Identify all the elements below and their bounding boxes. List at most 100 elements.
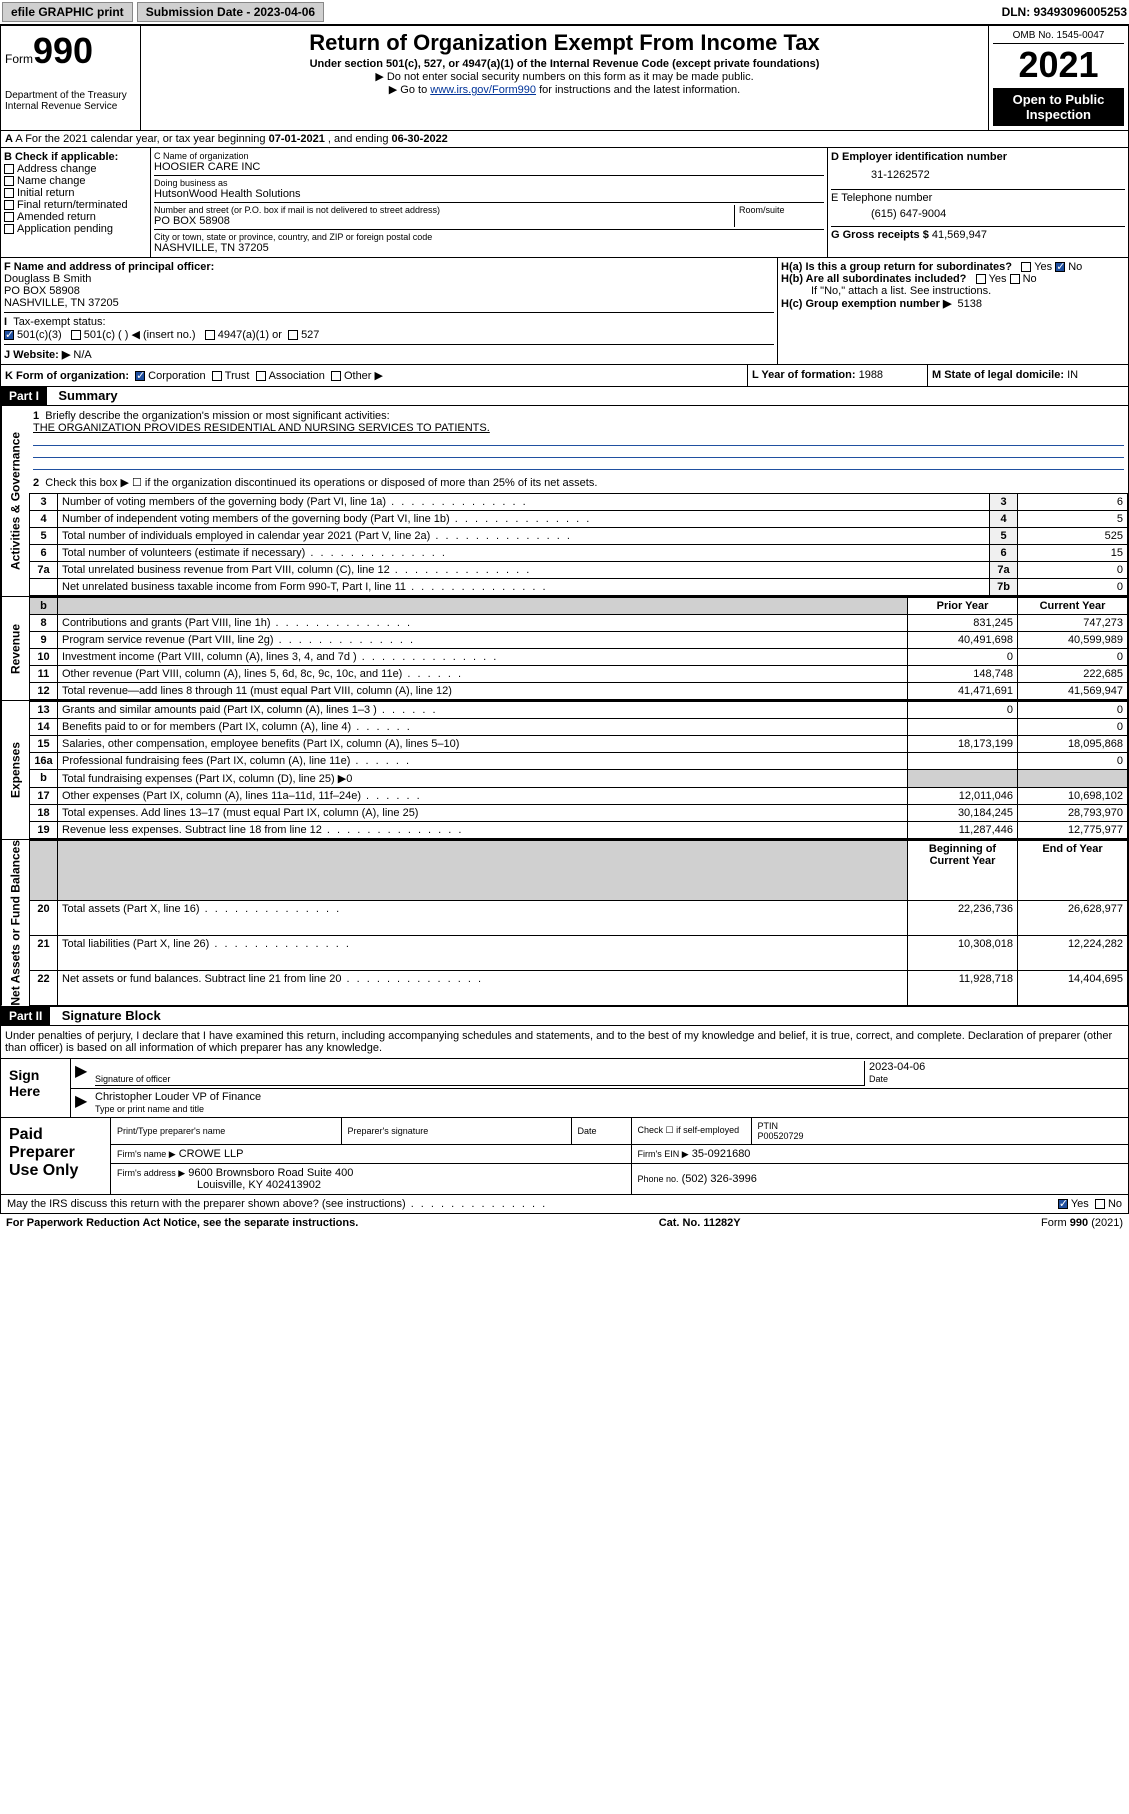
ln12-p: 41,471,691 [908, 683, 1018, 700]
ln17-c: 10,698,102 [1018, 788, 1128, 805]
sign-here-label: Sign Here [1, 1059, 71, 1117]
year-formation: 1988 [859, 369, 883, 381]
ln19-c: 12,775,977 [1018, 822, 1128, 839]
irs-link[interactable]: www.irs.gov/Form990 [430, 84, 536, 96]
signature-block: Under penalties of perjury, I declare th… [0, 1026, 1129, 1118]
addr-value: PO BOX 58908 [154, 215, 734, 227]
col-c: C Name of organization HOOSIER CARE INC … [151, 148, 828, 257]
part2-title: Signature Block [54, 1006, 169, 1025]
sig-date-label: Date [869, 1074, 888, 1084]
submission-date: Submission Date - 2023-04-06 [137, 2, 324, 22]
lbl-amended: Amended return [17, 211, 96, 223]
ln12: 12 [30, 683, 58, 700]
ln15-p: 18,173,199 [908, 736, 1018, 753]
city-label: City or town, state or province, country… [154, 232, 824, 242]
chk-initial-return[interactable] [4, 188, 14, 198]
self-employed-chk: Check ☐ if self-employed [631, 1118, 751, 1145]
sig-officer-label: Signature of officer [95, 1074, 170, 1084]
ln11-c: 222,685 [1018, 666, 1128, 683]
opt-other: Other ▶ [344, 370, 383, 382]
chk-application-pending[interactable] [4, 224, 14, 234]
form-title: Return of Organization Exempt From Incom… [145, 30, 984, 56]
tax-year-end: 06-30-2022 [392, 133, 448, 145]
vlabel-governance: Activities & Governance [1, 406, 29, 596]
ln6-val: 15 [1018, 545, 1128, 562]
ein-value: 31-1262572 [831, 163, 1125, 187]
chk-ha-no[interactable] [1055, 262, 1065, 272]
chk-discuss-yes[interactable] [1058, 1199, 1068, 1209]
ln10: 10 [30, 649, 58, 666]
firm-name-label: Firm's name ▶ [117, 1149, 176, 1159]
ln7a: 7a [30, 562, 58, 579]
lbl-name-change: Name change [17, 175, 86, 187]
chk-name-change[interactable] [4, 176, 14, 186]
tax-year: 2021 [993, 44, 1124, 86]
opt-4947: 4947(a)(1) or [218, 329, 282, 341]
ln4-box: 4 [990, 511, 1018, 528]
firm-addr2: Louisville, KY 402413902 [117, 1179, 321, 1191]
preparer-date-label: Date [571, 1118, 631, 1145]
hb-note: If "No," attach a list. See instructions… [781, 285, 1125, 297]
ln16b-p [908, 770, 1018, 788]
ptin-value: P00520729 [758, 1131, 804, 1141]
dba-label: Doing business as [154, 178, 824, 188]
block-bcdef: B Check if applicable: Address change Na… [0, 148, 1129, 258]
ha-no: No [1068, 261, 1082, 273]
tax-year-begin: 07-01-2021 [269, 133, 325, 145]
ln16b: b [30, 770, 58, 788]
irs: Internal Revenue Service [5, 101, 136, 112]
form-label: Form [5, 52, 33, 66]
hb-yes: Yes [989, 273, 1007, 285]
chk-corp[interactable] [135, 371, 145, 381]
ln20: 20 [30, 900, 58, 935]
chk-trust[interactable] [212, 371, 222, 381]
discuss-row: May the IRS discuss this return with the… [0, 1195, 1129, 1214]
section-revenue: Revenue bPrior YearCurrent Year 8Contrib… [0, 597, 1129, 701]
chk-501c3[interactable] [4, 330, 14, 340]
chk-hb-yes[interactable] [976, 274, 986, 284]
revenue-table: bPrior YearCurrent Year 8Contributions a… [29, 597, 1128, 700]
ln16b-t: Total fundraising expenses (Part IX, col… [58, 770, 908, 788]
chk-assoc[interactable] [256, 371, 266, 381]
hb-label: H(b) Are all subordinates included? [781, 273, 966, 285]
ln19: 19 [30, 822, 58, 839]
ln11: 11 [30, 666, 58, 683]
chk-501c[interactable] [71, 330, 81, 340]
hdr-prior: Prior Year [908, 598, 1018, 615]
part2-tag: Part II [1, 1007, 50, 1025]
chk-other[interactable] [331, 371, 341, 381]
q1-text: Briefly describe the organization's miss… [45, 410, 389, 422]
ln6: 6 [30, 545, 58, 562]
ln22: 22 [30, 970, 58, 1005]
footer: For Paperwork Reduction Act Notice, see … [0, 1214, 1129, 1232]
ln10-t: Investment income (Part VIII, column (A)… [58, 649, 908, 666]
chk-hb-no[interactable] [1010, 274, 1020, 284]
cat-no: Cat. No. 11282Y [659, 1217, 741, 1229]
hc-label: H(c) Group exemption number ▶ [781, 298, 951, 310]
open-to-public: Open to Public Inspection [993, 88, 1124, 126]
chk-4947[interactable] [205, 330, 215, 340]
form-header: Form990 Department of the Treasury Inter… [0, 25, 1129, 131]
ln10-p: 0 [908, 649, 1018, 666]
state-domicile: IN [1067, 369, 1078, 381]
chk-amended[interactable] [4, 212, 14, 222]
chk-527[interactable] [288, 330, 298, 340]
ln8-c: 747,273 [1018, 615, 1128, 632]
ln9-c: 40,599,989 [1018, 632, 1128, 649]
ha-label: H(a) Is this a group return for subordin… [781, 261, 1012, 273]
chk-address-change[interactable] [4, 164, 14, 174]
chk-discuss-no[interactable] [1095, 1199, 1105, 1209]
row-klm: K Form of organization: Corporation Trus… [0, 365, 1129, 387]
section-netassets: Net Assets or Fund Balances Beginning of… [0, 840, 1129, 1007]
efile-print-button[interactable]: efile GRAPHIC print [2, 2, 133, 22]
ein-label: D Employer identification number [831, 151, 1007, 163]
ln5-val: 525 [1018, 528, 1128, 545]
paid-preparer-label: Paid Preparer Use Only [1, 1118, 111, 1194]
firm-ein: 35-0921680 [692, 1148, 751, 1160]
ln12-t: Total revenue—add lines 8 through 11 (mu… [58, 683, 908, 700]
chk-ha-yes[interactable] [1021, 262, 1031, 272]
chk-final-return[interactable] [4, 200, 14, 210]
ln18-p: 30,184,245 [908, 805, 1018, 822]
part1-tag: Part I [1, 387, 47, 405]
ln17: 17 [30, 788, 58, 805]
